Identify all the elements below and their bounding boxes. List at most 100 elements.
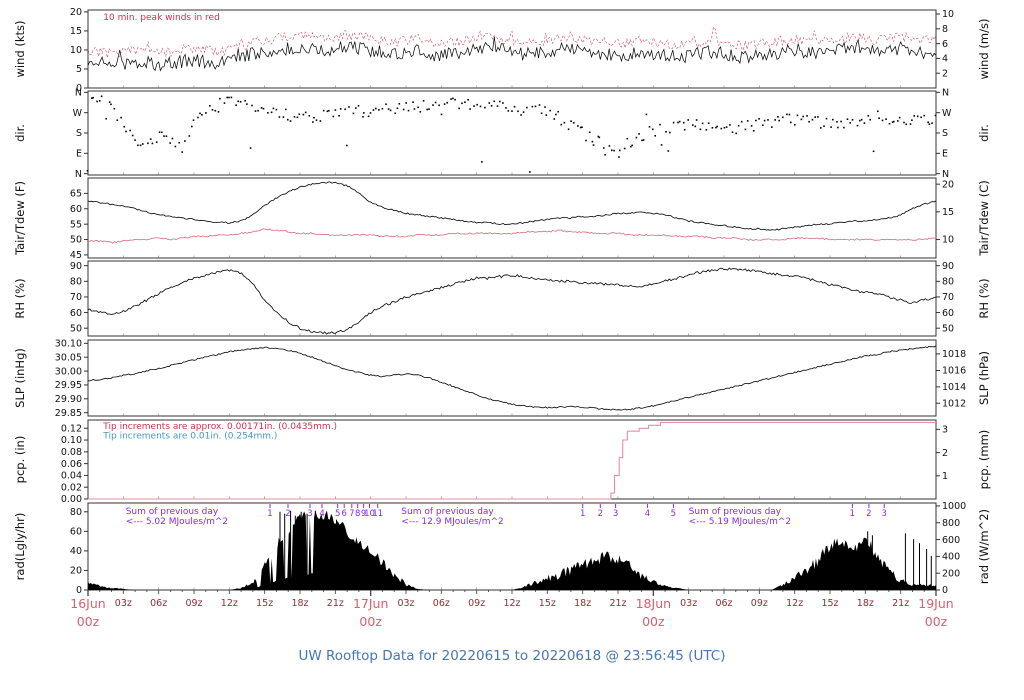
ytick-left-label-rad: 20: [70, 566, 82, 577]
rad-sum-value-1: <--- 5.02 MJoules/m^2: [126, 517, 228, 527]
dir-dot: [312, 121, 314, 123]
dir-dot: [217, 111, 220, 113]
dir-dot: [928, 123, 931, 125]
dir-dot: [846, 118, 849, 120]
axis-label-left-wind: wind (kts): [13, 21, 27, 78]
dir-dot: [319, 120, 322, 122]
dir-dot: [139, 144, 142, 147]
dir-dot: [869, 118, 871, 121]
dir-dot: [931, 122, 933, 124]
dir-dot: [434, 101, 437, 104]
x-hour-label: 06z: [150, 598, 167, 609]
ytick-right-label-wind: 8: [942, 24, 948, 35]
dir-dot: [885, 118, 887, 120]
dir-dot: [199, 112, 201, 115]
ytick-left-label-rh: 50: [70, 323, 82, 334]
dir-dot: [619, 149, 621, 152]
ytick-right-label-dir: N: [942, 169, 949, 180]
dir-dot: [158, 131, 161, 133]
dir-dot: [163, 135, 165, 137]
dir-dot: [540, 112, 543, 115]
series-precip_cumulative_in: [88, 421, 936, 500]
dir-dot: [123, 125, 125, 128]
dir-dot: [355, 107, 357, 109]
ytick-left-label-rh: 90: [70, 261, 82, 272]
dir-dot: [394, 112, 396, 115]
dir-dot: [638, 133, 640, 135]
dir-dot: [235, 104, 237, 106]
dir-dot: [695, 119, 698, 121]
dir-dot: [484, 106, 486, 109]
dir-dot: [348, 106, 350, 108]
ytick-left-label-tair: 65: [70, 189, 82, 200]
dir-dot: [389, 109, 392, 112]
dir-dot: [142, 143, 144, 145]
dir-dot: [588, 131, 591, 134]
pcp-note-1: Tip increments are approx. 0.00171in. (0…: [102, 422, 337, 432]
dir-dot: [786, 113, 788, 116]
rad-sum-title-1: Sum of previous day: [126, 507, 219, 517]
ytick-right-label-pcp: 2: [942, 448, 948, 459]
dir-dot: [522, 111, 525, 113]
dir-dot: [790, 121, 792, 124]
dir-dot: [677, 121, 679, 124]
dir-dot: [188, 135, 191, 137]
dir-dot: [270, 111, 273, 114]
dir-dot: [830, 126, 832, 128]
axis-label-right-rh: RH (%): [977, 278, 991, 318]
dir-dot: [149, 138, 152, 140]
dir-dot: [782, 116, 784, 119]
dir-dot: [897, 120, 899, 122]
dir-dot: [262, 107, 265, 110]
dir-dot: [479, 105, 482, 108]
dir-dot: [863, 122, 866, 124]
dir-dot: [282, 116, 285, 118]
dir-dot: [851, 119, 854, 121]
dir-dot: [375, 107, 377, 110]
dir-dot: [526, 106, 528, 109]
ytick-left-label-pcp: 0.10: [61, 435, 82, 446]
dir-dot: [744, 128, 747, 131]
dir-dot: [454, 98, 456, 101]
dir-dot: [450, 98, 452, 100]
dir-dot: [872, 150, 875, 153]
rad-mj-number: 4: [319, 509, 324, 519]
dir-dot: [278, 116, 281, 118]
dir-dot: [219, 97, 221, 100]
rad-sum-title-2: Sum of previous day: [401, 507, 494, 517]
rad-mj-number: 6: [341, 509, 346, 519]
ytick-right-label-slp: 1018: [942, 349, 966, 360]
dir-dot: [205, 112, 207, 114]
dir-dot: [572, 122, 575, 124]
ytick-left-label-pcp: 0.08: [61, 447, 82, 458]
dir-dot: [651, 128, 654, 131]
ytick-right-label-rh: 60: [942, 308, 954, 319]
x-date-hour-label: 00z: [77, 614, 100, 629]
ytick-left-label-dir: E: [76, 149, 82, 160]
dir-dot: [608, 145, 611, 147]
dir-dot: [464, 101, 466, 103]
dir-dot: [750, 125, 753, 127]
x-hour-label: 18z: [574, 598, 591, 609]
ytick-right-label-slp: 1016: [942, 366, 966, 377]
dir-dot: [378, 109, 380, 111]
dir-dot: [837, 126, 839, 129]
dir-dot: [538, 104, 541, 106]
dir-dot: [452, 97, 454, 100]
dir-dot: [296, 116, 299, 119]
dir-dot: [251, 104, 253, 107]
dir-dot: [579, 126, 582, 129]
ytick-right-label-rh: 70: [942, 292, 954, 303]
x-hour-label: 09z: [185, 598, 202, 609]
dir-dot: [778, 119, 780, 122]
dir-dot: [86, 170, 89, 172]
rad-mj-number: 3: [881, 509, 886, 519]
dir-dot: [304, 111, 307, 114]
ytick-right-label-rad: 600: [942, 535, 960, 546]
dir-dot: [438, 104, 440, 107]
ytick-right-label-rad: 200: [942, 568, 960, 579]
ytick-left-label-dir: W: [73, 108, 83, 119]
ytick-right-label-wind: 2: [942, 68, 948, 79]
dir-dot: [630, 145, 632, 148]
